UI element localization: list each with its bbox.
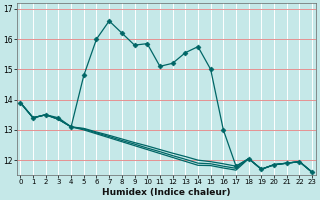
X-axis label: Humidex (Indice chaleur): Humidex (Indice chaleur) — [102, 188, 230, 197]
